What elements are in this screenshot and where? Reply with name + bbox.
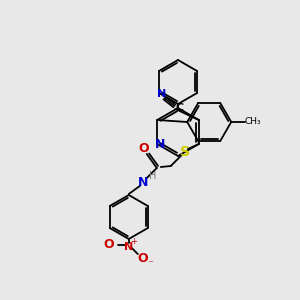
Text: N: N — [157, 89, 166, 99]
Text: O: O — [103, 238, 114, 251]
Text: H: H — [149, 171, 157, 181]
Text: O: O — [137, 251, 148, 265]
Text: N: N — [155, 137, 165, 151]
Text: O: O — [139, 142, 149, 155]
Text: +: + — [130, 238, 137, 247]
Text: ⁻: ⁻ — [147, 259, 153, 269]
Text: N: N — [124, 242, 134, 252]
Text: CH₃: CH₃ — [245, 118, 262, 127]
Text: S: S — [180, 145, 190, 159]
Text: N: N — [138, 176, 148, 188]
Text: C: C — [176, 103, 184, 113]
